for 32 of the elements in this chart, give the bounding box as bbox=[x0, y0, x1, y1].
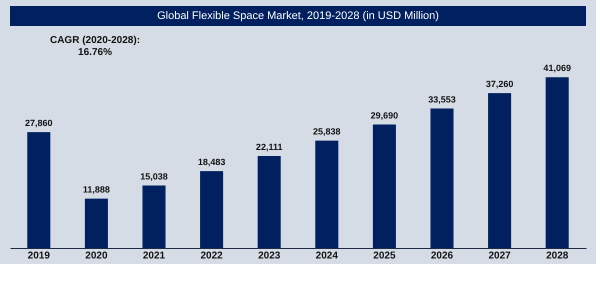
bar bbox=[200, 171, 224, 248]
x-tick-label: 2026 bbox=[430, 250, 454, 262]
chart-title: Global Flexible Space Market, 2019-2028 (in USD Million) bbox=[157, 10, 439, 22]
bar bbox=[142, 185, 166, 248]
x-tick-label: 2028 bbox=[546, 250, 569, 262]
x-tick-label: 2027 bbox=[488, 250, 512, 262]
x-tick-label: 2020 bbox=[85, 250, 108, 262]
bar bbox=[430, 108, 454, 248]
bar bbox=[546, 77, 569, 248]
text: CAGR (2020-2028): 16.76% bbox=[50, 35, 140, 58]
data-label: 22,111 bbox=[256, 142, 282, 152]
bar bbox=[258, 156, 281, 248]
data-label: 15,038 bbox=[140, 171, 168, 182]
data-label: 18,483 bbox=[198, 157, 226, 168]
bar bbox=[27, 132, 50, 248]
bar bbox=[372, 124, 396, 248]
data-label: 11,888 bbox=[82, 184, 110, 195]
data-label: 41,069 bbox=[543, 63, 571, 74]
bar bbox=[315, 140, 338, 248]
data-label: 37,260 bbox=[486, 79, 514, 90]
bar bbox=[84, 198, 108, 248]
bar bbox=[488, 93, 512, 248]
x-tick-label: 2021 bbox=[142, 250, 166, 262]
x-tick-label: 2023 bbox=[258, 250, 281, 262]
x-tick-label: 2022 bbox=[200, 250, 224, 262]
x-tick-label: 2024 bbox=[316, 250, 338, 262]
data-label: 29,690 bbox=[370, 110, 398, 121]
x-tick-label: 2019 bbox=[28, 250, 50, 262]
data-label: 33,553 bbox=[428, 94, 456, 104]
data-label: 25,838 bbox=[313, 126, 341, 137]
data-label: 27,860 bbox=[25, 118, 53, 128]
x-tick-label: 2025 bbox=[373, 250, 396, 262]
